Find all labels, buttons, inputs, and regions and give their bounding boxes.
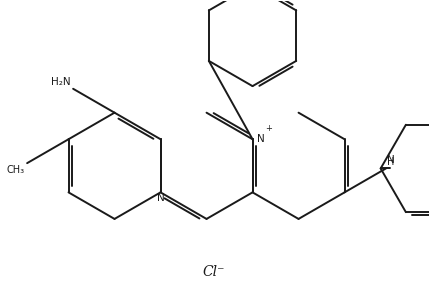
Text: N: N: [387, 155, 395, 165]
Text: H: H: [387, 157, 395, 167]
Text: Cl⁻: Cl⁻: [202, 265, 225, 279]
Text: N: N: [257, 134, 265, 144]
Text: H₂N: H₂N: [51, 77, 70, 87]
Text: N: N: [157, 193, 164, 203]
Text: +: +: [265, 124, 273, 133]
Text: CH₃: CH₃: [6, 165, 24, 175]
